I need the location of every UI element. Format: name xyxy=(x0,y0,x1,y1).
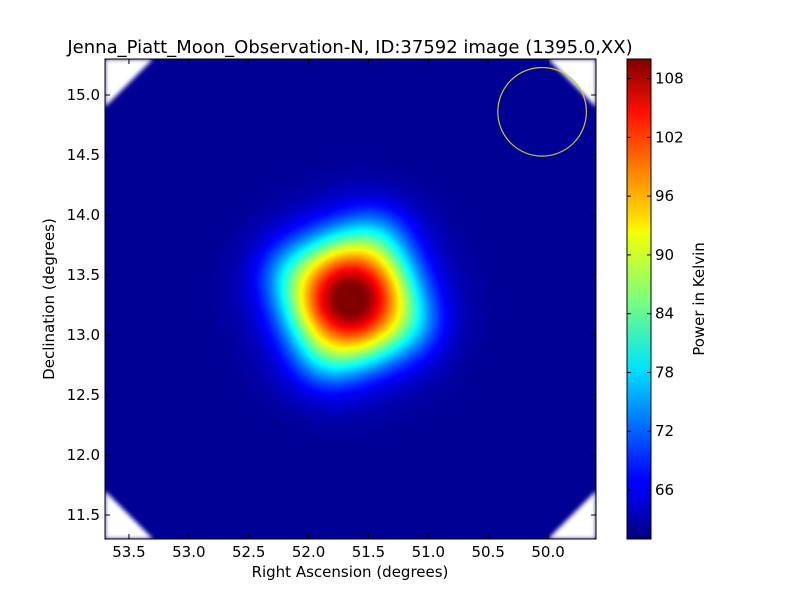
x-tick-label: 50.0 xyxy=(531,543,564,561)
corner-mask-2 xyxy=(105,491,153,539)
plot-area: 53.5 53.0 52.5 52.0 51.5 51.0 50.5 50.0 11.5 12.… xyxy=(67,58,597,561)
corner-mask-0 xyxy=(105,59,153,107)
colorbar-tick-label: 102 xyxy=(655,128,684,146)
colorbar-tick-label: 84 xyxy=(655,305,674,323)
x-axis-label: Right Ascension (degrees) xyxy=(252,563,449,581)
x-tick-label: 52.5 xyxy=(232,543,265,561)
plot-frame xyxy=(104,58,597,540)
beam-circle xyxy=(497,66,588,157)
x-tick-label: 53.5 xyxy=(112,543,145,561)
colorbar: 66 72 78 84 90 96 102 108 xyxy=(626,58,684,540)
corner-mask-3 xyxy=(548,491,596,539)
y-tick-label: 15.0 xyxy=(67,86,100,104)
colorbar-tick-label: 78 xyxy=(655,363,674,381)
colorbar-label: Power in Kelvin xyxy=(690,242,708,356)
y-tick-label: 14.0 xyxy=(67,206,100,224)
colorbar-tick-label: 90 xyxy=(655,246,674,264)
x-tick-label: 53.0 xyxy=(172,543,205,561)
y-tick-label: 12.5 xyxy=(67,386,100,404)
x-axis-ticks: 53.5 53.0 52.5 52.0 51.5 51.0 50.5 50.0 xyxy=(112,59,565,561)
x-tick-label: 51.0 xyxy=(412,543,445,561)
colorbar-gradient xyxy=(626,58,652,540)
colorbar-tick-label: 66 xyxy=(655,481,674,499)
y-tick-label: 13.5 xyxy=(67,266,100,284)
chart-title: Jenna_Piatt_Moon_Observation-N, ID:37592… xyxy=(66,37,632,58)
y-tick-label: 14.5 xyxy=(67,146,100,164)
colorbar-tick-label: 96 xyxy=(655,187,674,205)
x-tick-label: 52.0 xyxy=(292,543,325,561)
corner-masks xyxy=(105,59,596,539)
y-tick-label: 13.0 xyxy=(67,326,100,344)
colorbar-tick-label: 72 xyxy=(655,422,674,440)
colorbar-tick-label: 108 xyxy=(655,70,684,88)
colorbar-ticks: 66 72 78 84 90 96 102 108 xyxy=(627,70,684,499)
x-tick-label: 50.5 xyxy=(472,543,505,561)
heatmap-image xyxy=(105,59,596,539)
y-tick-label: 12.0 xyxy=(67,446,100,464)
y-axis-ticks: 11.5 12.0 12.5 13.0 13.5 14.0 14.5 15.0 xyxy=(67,86,596,524)
x-tick-label: 51.5 xyxy=(352,543,385,561)
y-tick-label: 11.5 xyxy=(67,506,100,524)
y-axis-label: Declination (degrees) xyxy=(40,218,58,380)
